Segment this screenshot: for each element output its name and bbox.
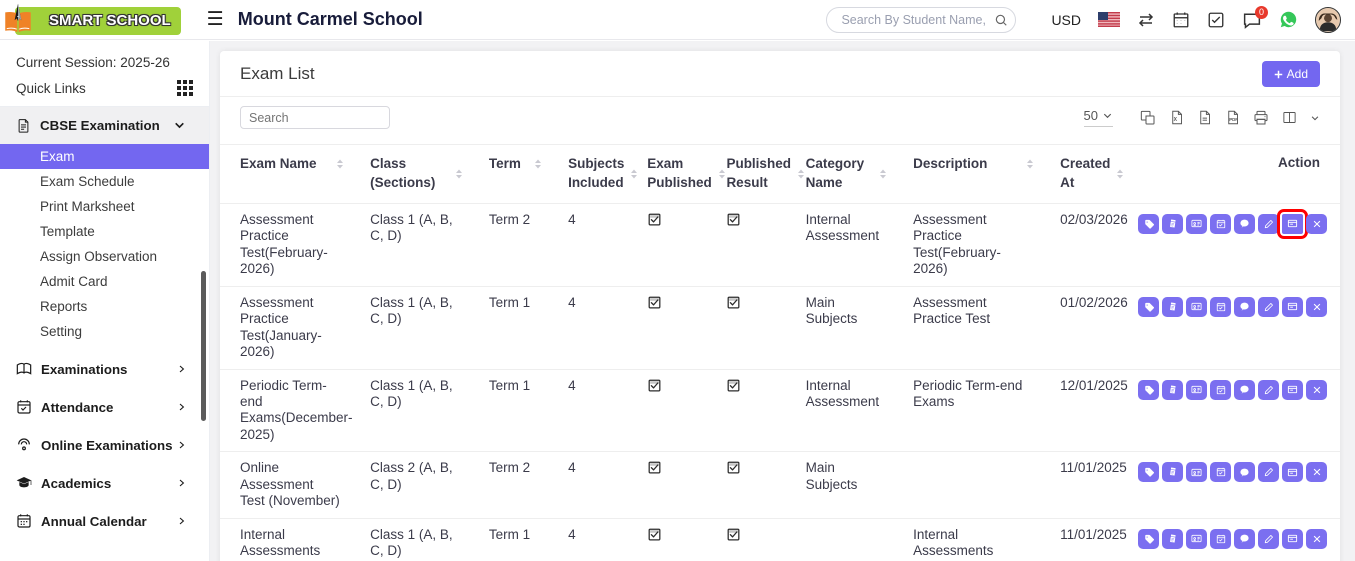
svg-text:PDF: PDF	[1229, 117, 1238, 122]
svg-text:X: X	[1174, 117, 1178, 123]
